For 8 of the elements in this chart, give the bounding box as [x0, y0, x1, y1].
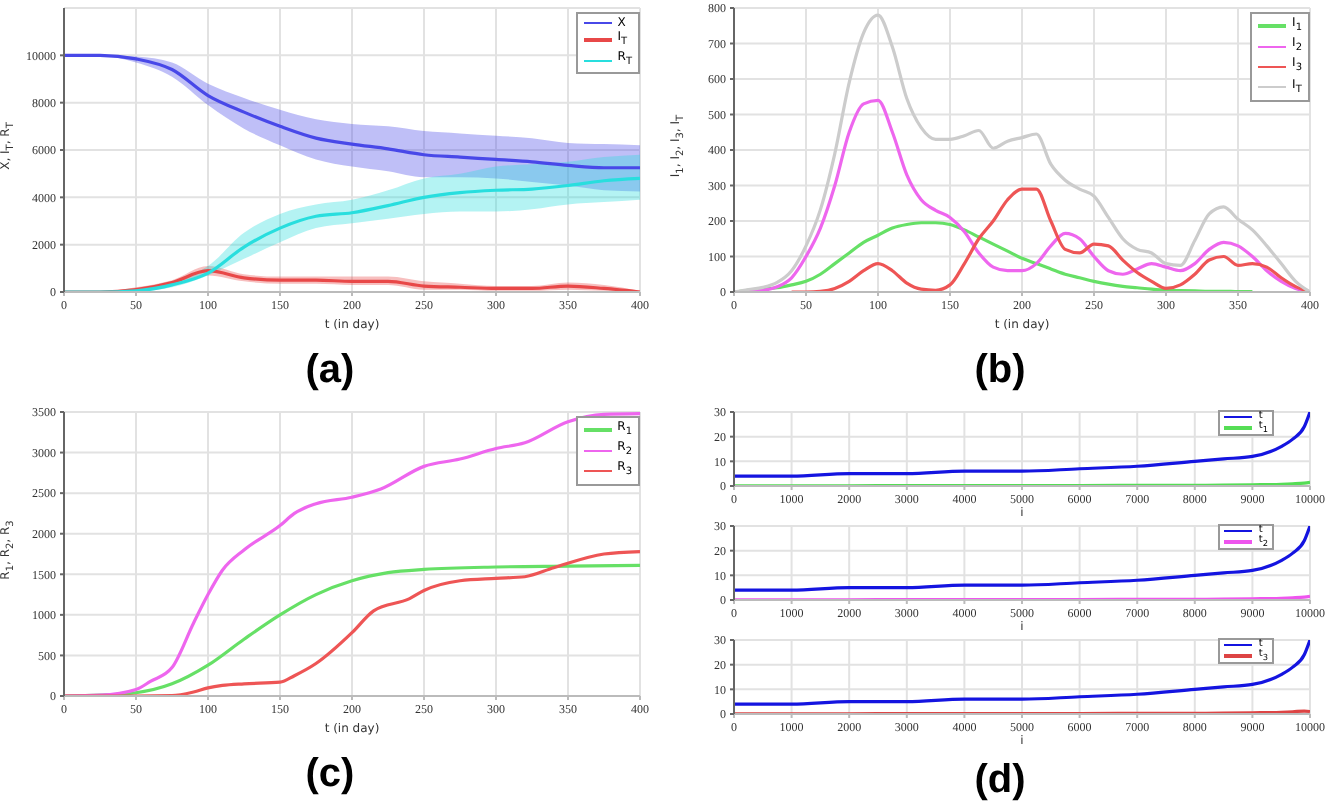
line-series: [734, 13, 1310, 292]
line-series: [790, 187, 1310, 292]
text: (b): [974, 348, 1026, 392]
text: (d): [974, 758, 1026, 802]
text: (a): [305, 348, 355, 392]
line-series: [64, 176, 640, 292]
line-series: [64, 53, 640, 170]
text: (c): [305, 752, 355, 796]
